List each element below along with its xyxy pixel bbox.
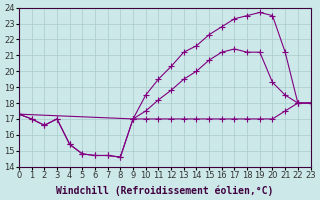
X-axis label: Windchill (Refroidissement éolien,°C): Windchill (Refroidissement éolien,°C) xyxy=(56,185,273,196)
